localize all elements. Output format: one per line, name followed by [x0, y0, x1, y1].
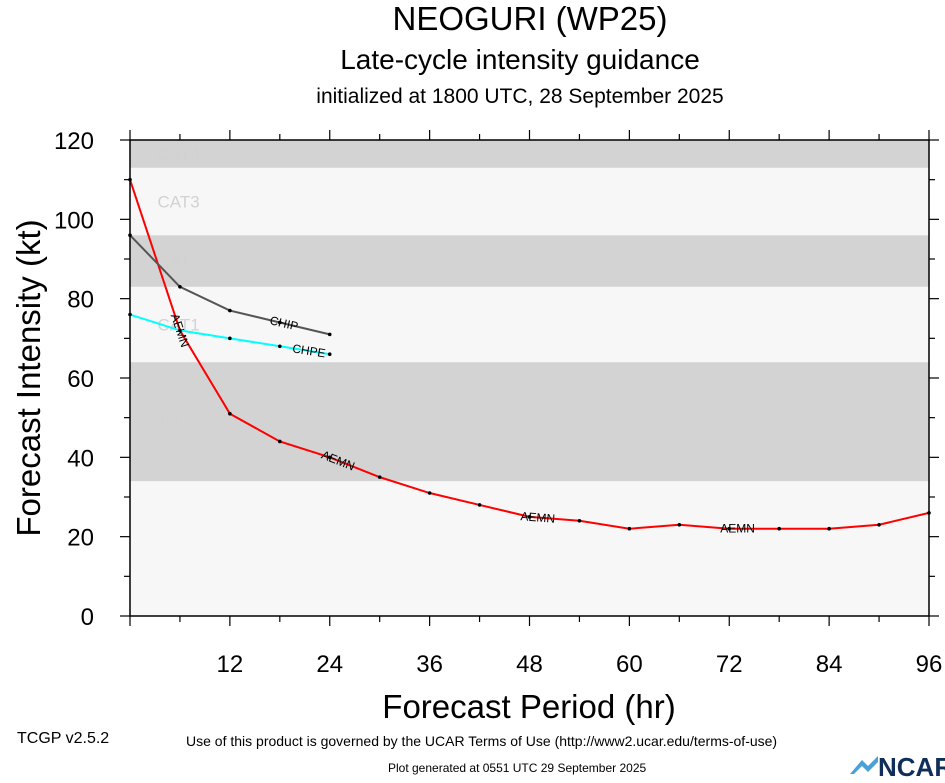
- chart-subtitle: Late-cycle intensity guidance: [340, 44, 700, 75]
- series-point-chip: [228, 308, 232, 313]
- series-point-aemn: [727, 526, 732, 531]
- series-chip: CHIP: [128, 233, 332, 337]
- series-point-chpe: [278, 344, 282, 349]
- series-point-aemn: [477, 503, 482, 507]
- chart-title: NEOGURI (WP25): [392, 0, 668, 37]
- band-cat2: [130, 235, 929, 287]
- series-point-chpe: [178, 328, 182, 333]
- axis-ticks: 0 20 40 60 80 100 120 12 24 36 48 60 72 84 96: [54, 128, 942, 678]
- series-point-aemn: [228, 411, 232, 416]
- series-point-chpe: [228, 336, 232, 341]
- band-label-cat2: CAT2: [157, 252, 199, 271]
- terms-of-use-notice: Use of this product is governed by the U…: [186, 733, 778, 749]
- generated-timestamp: Plot generated at 0551 UTC 29 September …: [388, 761, 647, 775]
- x-tick-label: 96: [916, 651, 943, 678]
- band-ts: [130, 362, 929, 482]
- band-label-cat3: CAT3: [157, 192, 199, 211]
- x-tick-label: 84: [816, 651, 843, 678]
- product-version: TCGP v2.5.2: [17, 730, 110, 747]
- ncar-logo: NCAR: [848, 752, 945, 782]
- y-axis-title: Forecast Intensity (kt): [10, 219, 47, 536]
- series-point-chip: [327, 332, 332, 337]
- series-point-aemn: [377, 475, 382, 479]
- x-tick-label: 24: [316, 651, 343, 678]
- y-tick-label: 120: [54, 128, 94, 155]
- series-point-aemn: [827, 526, 831, 531]
- band-label-cat4: CAT4: [157, 145, 199, 164]
- series-point-aemn: [327, 455, 332, 460]
- y-tick-label: 40: [67, 445, 94, 472]
- series-point-aemn: [677, 522, 682, 527]
- series-point-chpe: [327, 352, 332, 357]
- series-point-aemn: [577, 519, 582, 523]
- plot-frame: [129, 139, 930, 617]
- series-label-aemn: AEMN: [720, 522, 755, 536]
- band-cat4: [130, 140, 929, 168]
- series-label-chpe: CHPE: [291, 341, 326, 360]
- series-point-aemn: [527, 515, 532, 519]
- series-point-aemn: [777, 526, 781, 531]
- series-point-chip: [278, 320, 282, 325]
- band-cat1: [130, 286, 929, 363]
- series-label-aemn: AEMN: [520, 509, 556, 526]
- band-label-ts: TS: [157, 413, 179, 432]
- x-tick-label: 12: [217, 651, 244, 678]
- x-tick-label: 48: [516, 651, 543, 678]
- band-cat3: [130, 167, 929, 236]
- initialization-time: initialized at 1800 UTC, 28 September 20…: [316, 85, 724, 108]
- series-label-chip: CHIP: [268, 313, 299, 333]
- series-point-aemn: [627, 526, 632, 531]
- y-tick-label: 0: [81, 604, 94, 631]
- x-tick-label: 72: [716, 651, 743, 678]
- series-chpe: CHPE: [128, 312, 332, 360]
- y-tick-label: 20: [67, 525, 94, 552]
- series-point-chip: [178, 284, 182, 289]
- y-tick-label: 60: [67, 366, 94, 393]
- y-tick-label: 100: [54, 207, 94, 234]
- x-tick-label: 60: [616, 651, 643, 678]
- ncar-logo-mark: [850, 756, 878, 774]
- x-tick-label: 36: [416, 651, 443, 678]
- series-point-aemn: [278, 439, 282, 444]
- series-point-aemn: [877, 522, 881, 527]
- y-tick-label: 80: [67, 287, 94, 314]
- ncar-logo-text: NCAR: [878, 752, 945, 782]
- series-point-aemn: [427, 491, 432, 495]
- x-axis-title: Forecast Period (hr): [382, 688, 675, 725]
